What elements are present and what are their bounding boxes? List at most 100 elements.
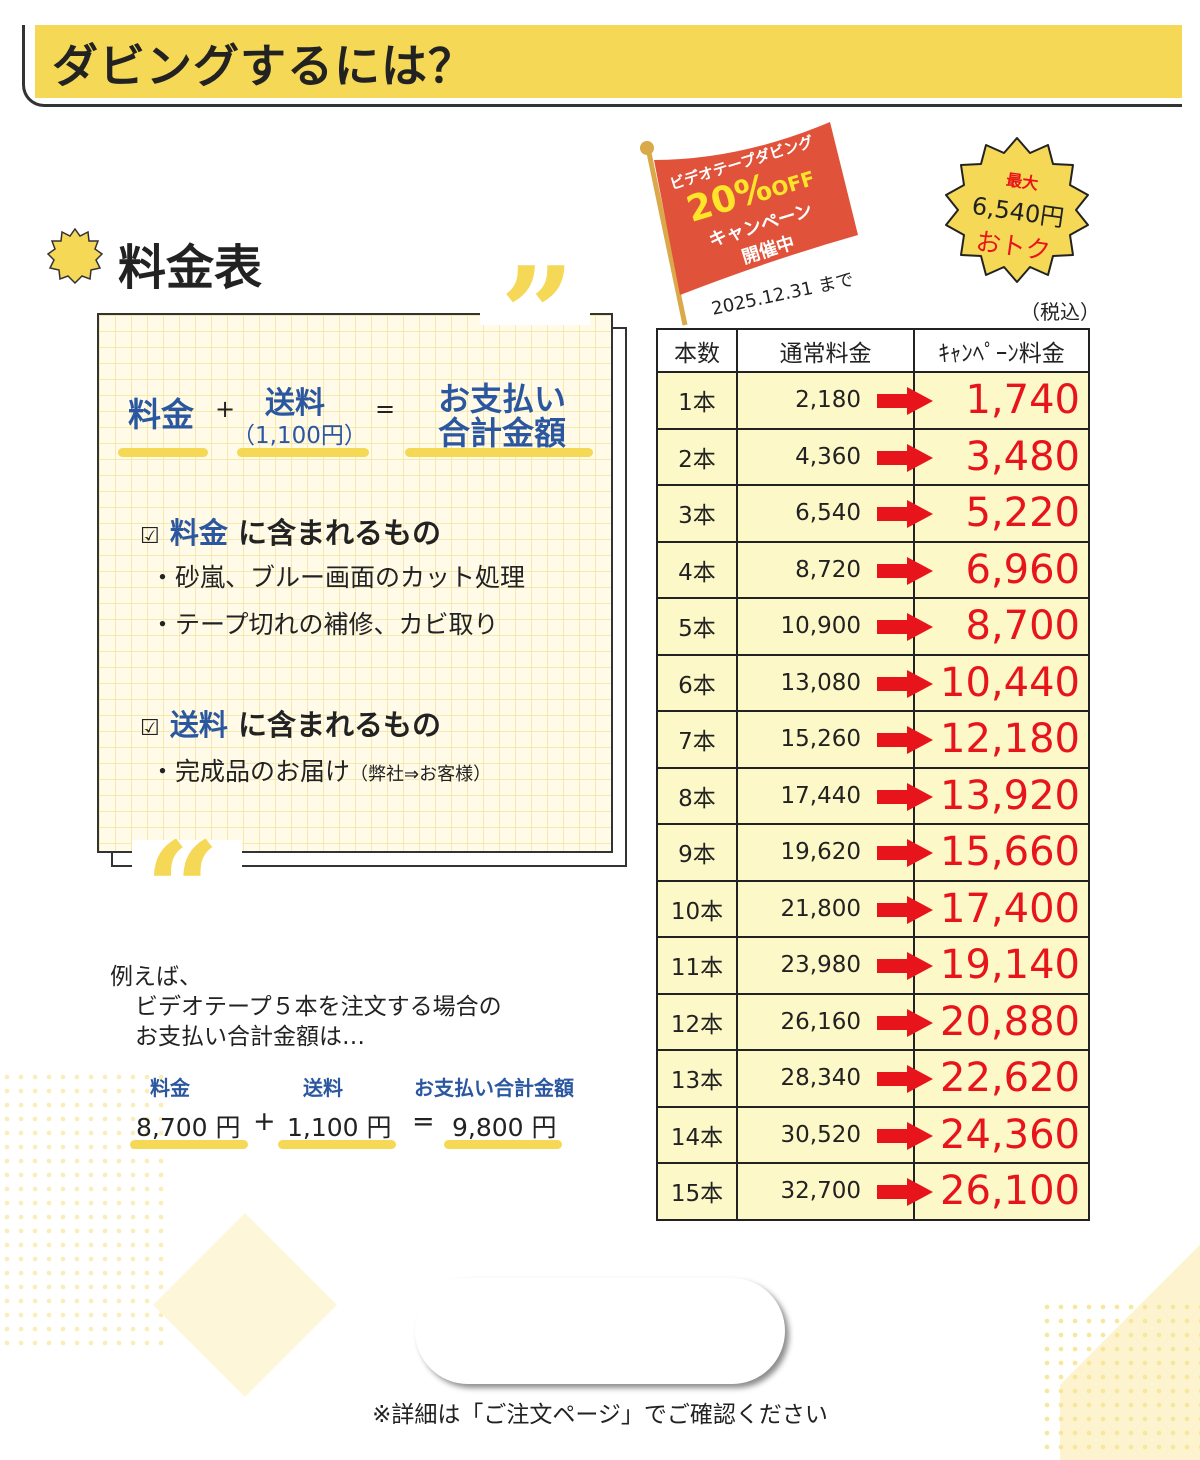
- cell-campaign: 6,960: [913, 540, 1090, 599]
- price-table: 本数 通常料金 ｷｬﾝﾍﾟｰﾝ料金 1本 2,180 1,740 2本 4,360…: [656, 328, 1090, 1221]
- arrow-right-icon: [877, 500, 933, 528]
- open-quote-icon: “: [145, 813, 220, 966]
- arrow-right-icon: [877, 952, 933, 980]
- formula-total-1: お支払い: [438, 380, 567, 418]
- cell-campaign: 12,180: [913, 710, 1090, 769]
- regular-price: 30,520: [780, 1121, 861, 1148]
- footer-note: ※詳細は「ご注文ページ」でご確認ください: [372, 1402, 828, 1428]
- table-row: 1本 2,180 1,740: [656, 371, 1090, 430]
- starburst-icon: [945, 137, 1089, 283]
- cell-regular: 2,180: [736, 371, 933, 430]
- cell-count: 3本: [656, 484, 738, 543]
- fee-item: ・テープ切れの補修、カビ取り: [150, 610, 499, 639]
- fee-label: 料金: [169, 516, 228, 550]
- savings-badge: 最大 6,540円 おトク: [940, 135, 1095, 285]
- shipping-label: 送料: [169, 708, 228, 742]
- cell-regular: 28,340: [736, 1049, 933, 1108]
- cell-regular: 6,540: [736, 484, 933, 543]
- flag-icon: [640, 122, 858, 326]
- arrow-right-icon: [877, 1178, 933, 1206]
- cell-count: 1本: [656, 371, 738, 430]
- example-shipping-label: 送料: [303, 1076, 343, 1100]
- cell-count: 6本: [656, 653, 738, 712]
- table-row: 7本 15,260 12,180: [656, 710, 1090, 769]
- cell-regular: 23,980: [736, 936, 933, 995]
- cell-campaign: 13,920: [913, 766, 1090, 825]
- formula-total-2: 合計金額: [438, 414, 567, 452]
- example-line1: 例えば、: [110, 964, 202, 990]
- table-row: 11本 23,980 19,140: [656, 936, 1090, 995]
- shipping-suffix: に含まれるもの: [237, 708, 441, 742]
- regular-price: 6,540: [795, 500, 861, 527]
- cell-count: 12本: [656, 992, 738, 1051]
- shipping-item-note: （弊社⇒お客様）: [350, 764, 492, 785]
- arrow-right-icon: [877, 443, 933, 472]
- underline: [278, 1140, 396, 1149]
- cell-count: 2本: [656, 427, 738, 486]
- regular-price: 21,800: [780, 895, 861, 922]
- example-shipping-value: 1,100 円: [287, 1113, 392, 1142]
- formula-equals: =: [375, 395, 396, 423]
- arrow-right-icon: [877, 613, 933, 641]
- cell-regular: 26,160: [736, 992, 933, 1051]
- cell-count: 15本: [656, 1162, 738, 1221]
- underline: [130, 1140, 248, 1149]
- cell-campaign: 17,400: [913, 879, 1090, 938]
- decor-dots-left: [0, 1070, 170, 1350]
- cell-regular: 15,260: [736, 710, 933, 769]
- check-icon: ☑: [140, 524, 160, 549]
- cell-campaign: 19,140: [913, 936, 1090, 995]
- table-row: 6本 13,080 10,440: [656, 653, 1090, 712]
- table-row: 10本 21,800 17,400: [656, 879, 1090, 938]
- table-row: 2本 4,360 3,480: [656, 427, 1090, 486]
- regular-price: 32,700: [780, 1178, 861, 1205]
- regular-price: 8,720: [795, 556, 861, 583]
- fee-includes-heading: ☑ 料金 に含まれるもの: [140, 510, 441, 552]
- arrow-right-icon: [877, 839, 933, 867]
- underline: [405, 448, 593, 457]
- arrow-right-icon: [877, 782, 933, 811]
- section-title: 料金表: [118, 240, 263, 296]
- regular-price: 28,340: [780, 1065, 861, 1092]
- order-page-button[interactable]: [415, 1278, 785, 1384]
- regular-price: 10,900: [780, 613, 861, 640]
- cell-count: 13本: [656, 1049, 738, 1108]
- cell-campaign: 3,480: [913, 427, 1090, 486]
- campaign-flag: ビデオテープダビング 20%OFF キャンペーン 開催中 2025.12.31 …: [640, 120, 880, 330]
- cell-regular: 13,080: [736, 653, 933, 712]
- example-total-label: お支払い合計金額: [414, 1076, 574, 1100]
- regular-price: 13,080: [780, 669, 861, 696]
- cell-regular: 8,720: [736, 540, 933, 599]
- cell-campaign: 24,360: [913, 1105, 1090, 1164]
- table-row: 3本 6,540 5,220: [656, 484, 1090, 543]
- formula-shipping: 送料: [265, 386, 325, 421]
- cell-regular: 10,900: [736, 597, 933, 656]
- cell-campaign: 20,880: [913, 992, 1090, 1051]
- cell-campaign: 5,220: [913, 484, 1090, 543]
- cell-regular: 32,700: [736, 1162, 933, 1221]
- quote-bg: [132, 840, 242, 870]
- example-line2: ビデオテープ５本を注文する場合の: [135, 994, 502, 1020]
- cell-regular: 21,800: [736, 879, 933, 938]
- table-row: 8本 17,440 13,920: [656, 766, 1090, 825]
- check-icon: ☑: [140, 716, 160, 741]
- arrow-right-icon: [877, 1121, 933, 1150]
- regular-price: 4,360: [795, 443, 861, 470]
- cell-count: 10本: [656, 879, 738, 938]
- example-total-value: 9,800 円: [452, 1113, 557, 1142]
- decor-dots-right: [1040, 1300, 1200, 1458]
- example-plus: +: [253, 1106, 276, 1137]
- cell-count: 8本: [656, 766, 738, 825]
- cell-regular: 19,620: [736, 823, 933, 882]
- regular-price: 23,980: [780, 952, 861, 979]
- arrow-right-icon: [877, 669, 933, 698]
- cell-count: 4本: [656, 540, 738, 599]
- example-line3: お支払い合計金額は…: [135, 1024, 365, 1050]
- formula-fee: 料金: [128, 395, 194, 434]
- cell-count: 9本: [656, 823, 738, 882]
- cell-count: 5本: [656, 597, 738, 656]
- arrow-right-icon: [877, 387, 933, 415]
- cell-campaign: 22,620: [913, 1049, 1090, 1108]
- info-box: [97, 313, 613, 853]
- cell-count: 11本: [656, 936, 738, 995]
